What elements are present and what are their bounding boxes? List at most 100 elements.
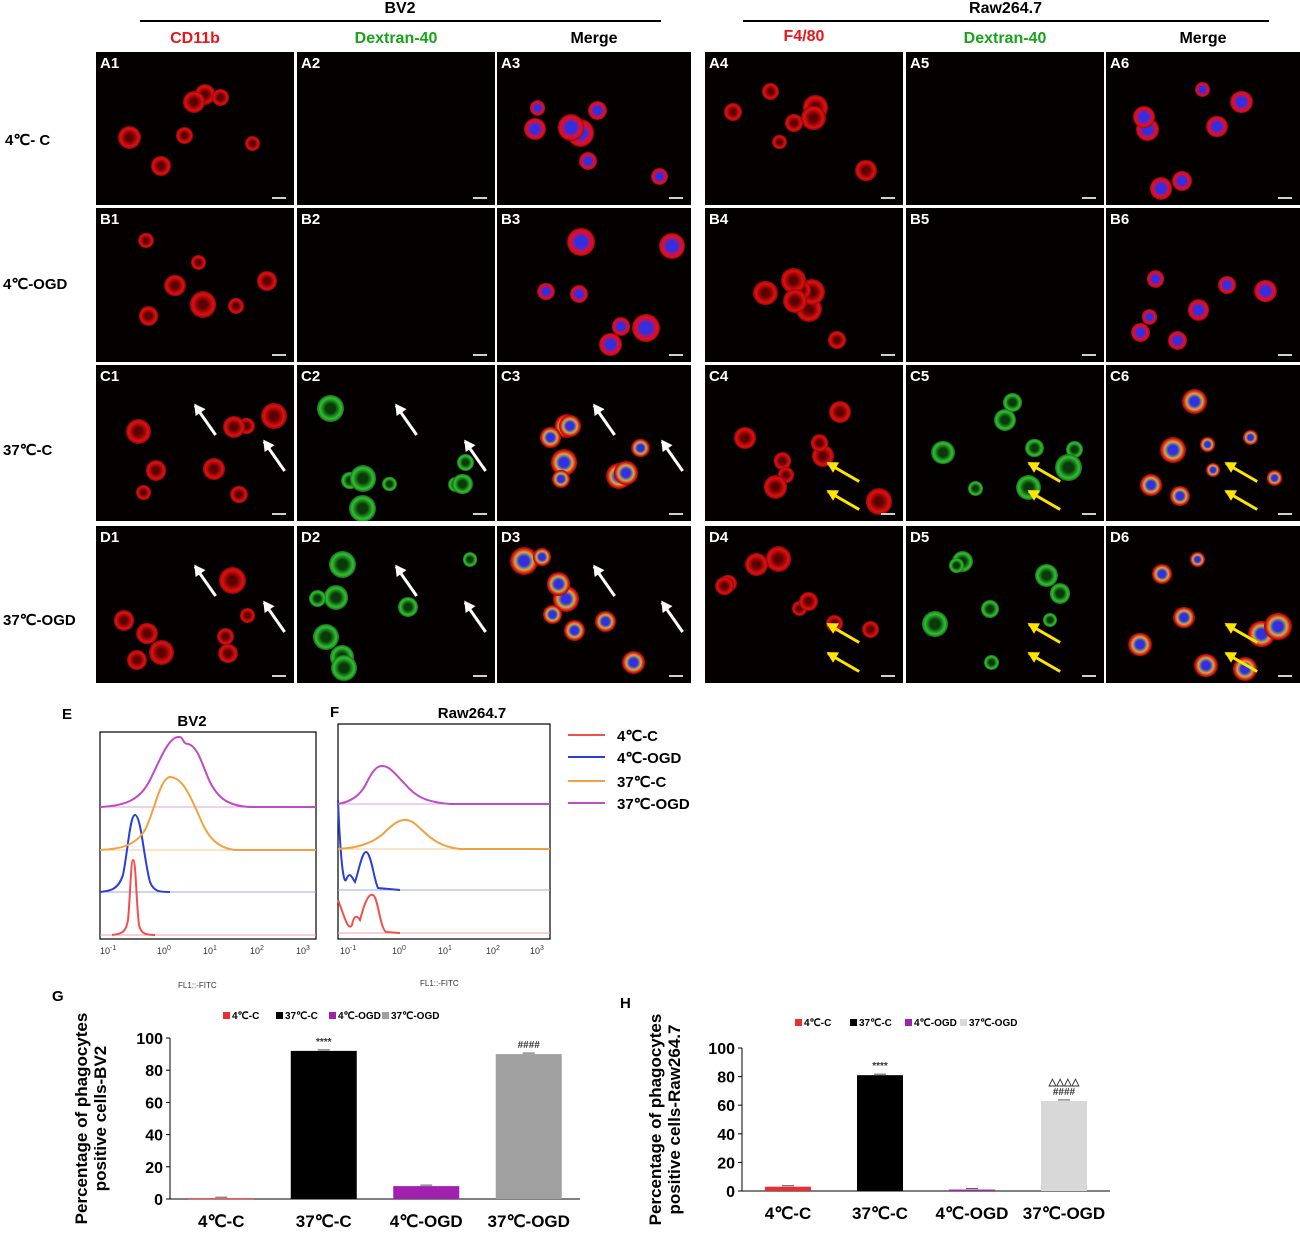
flow-f-x-ticks: 10-1 100 101 102 103 bbox=[340, 945, 544, 956]
arrow-c5-1 bbox=[1028, 489, 1061, 511]
arrow-c6-1 bbox=[1225, 489, 1259, 511]
column-header-cd11b: CD11b bbox=[170, 30, 220, 47]
cell-c5-5 bbox=[1025, 438, 1045, 458]
panel-label-c4: C4 bbox=[709, 368, 729, 385]
svg-text:103: 103 bbox=[530, 945, 544, 956]
arrow-d1-0 bbox=[193, 565, 217, 598]
cell-a6-5 bbox=[1171, 170, 1192, 191]
arrow-c6-0 bbox=[1225, 461, 1259, 483]
y-tick-label: 20 bbox=[145, 1160, 163, 1177]
bar bbox=[1041, 1100, 1087, 1191]
category-label: 37℃-OGD bbox=[488, 1212, 570, 1231]
cell-c3-4 bbox=[613, 460, 639, 486]
arrow-c4-1 bbox=[827, 489, 860, 511]
scale-bar bbox=[1278, 354, 1292, 356]
micrograph-d1: D1 bbox=[96, 526, 294, 683]
cell-d3-4 bbox=[595, 611, 617, 633]
panel-label-a5: A5 bbox=[910, 55, 930, 72]
y-tick-label: 80 bbox=[717, 1070, 735, 1087]
significance-label: **** bbox=[872, 1061, 888, 1072]
cell-c3-5 bbox=[540, 427, 561, 448]
cell-b3-0 bbox=[599, 332, 622, 356]
flow-legend-label-37c-c: 37℃-C bbox=[617, 774, 667, 791]
scale-bar bbox=[669, 354, 683, 356]
svg-text:102: 102 bbox=[250, 945, 264, 956]
raw-group-rule bbox=[743, 20, 1269, 22]
panel-letter-h: H bbox=[620, 995, 631, 1012]
panel-label-d3: D3 bbox=[501, 529, 521, 546]
cell-a1-6 bbox=[182, 91, 205, 113]
flow-legend: 4℃-C 4℃-OGD 37℃-C 37℃-OGD bbox=[568, 728, 690, 813]
arrow-c2-0 bbox=[394, 404, 418, 436]
cell-a4-0 bbox=[762, 82, 780, 100]
scale-bar bbox=[1278, 513, 1292, 515]
cell-d5-1 bbox=[921, 610, 949, 638]
scale-bar bbox=[272, 675, 286, 677]
legend-swatch bbox=[905, 1019, 912, 1026]
panel-label-d1: D1 bbox=[100, 529, 120, 546]
cell-b1-3 bbox=[138, 232, 154, 249]
cell-d6-2 bbox=[1190, 552, 1205, 568]
cell-c2-1 bbox=[457, 453, 475, 471]
y-tick-label: 60 bbox=[717, 1098, 735, 1115]
cell-a6-2 bbox=[1194, 81, 1210, 98]
column-header-merge-raw: Merge bbox=[1179, 30, 1227, 47]
panel-label-c2: C2 bbox=[301, 368, 321, 385]
panel-label-b6: B6 bbox=[1110, 211, 1130, 228]
cell-c1-3 bbox=[126, 418, 152, 445]
arrow-d5-0 bbox=[1028, 623, 1061, 645]
bar bbox=[857, 1075, 903, 1191]
micrograph-b4: B4 bbox=[705, 208, 903, 362]
cell-a6-6 bbox=[1206, 115, 1228, 138]
flow-f-curve-37c-ogd bbox=[337, 764, 550, 805]
micrograph-c4: C4 bbox=[705, 365, 903, 521]
legend-swatch bbox=[223, 1012, 230, 1019]
scale-bar bbox=[272, 197, 286, 199]
cell-d1-0 bbox=[136, 622, 158, 645]
scale-bar bbox=[881, 354, 895, 356]
scale-bar bbox=[881, 197, 895, 199]
legend-swatch bbox=[960, 1019, 967, 1026]
cell-d6-0 bbox=[1232, 657, 1257, 682]
cell-a3-4 bbox=[650, 168, 669, 186]
cell-c6-7 bbox=[1139, 474, 1162, 497]
micrograph-d4: D4 bbox=[705, 526, 903, 683]
cell-c5-7 bbox=[1055, 454, 1082, 481]
cell-a3-5 bbox=[529, 100, 546, 116]
arrow-c4-0 bbox=[827, 461, 860, 483]
flow-e-curve-37c-c bbox=[99, 775, 316, 851]
cell-d2-6 bbox=[331, 655, 357, 681]
bar-chart-g: Percentage of phagocytespositive cells-B… bbox=[72, 1011, 580, 1231]
cell-b1-6 bbox=[164, 274, 186, 296]
legend-label: 37℃-OGD bbox=[391, 1011, 439, 1022]
flow-e-curve-4c-c bbox=[111, 858, 156, 936]
y-tick-label: 100 bbox=[708, 1041, 735, 1058]
arrow-d3-0 bbox=[592, 565, 616, 598]
bv2-group-rule bbox=[140, 20, 661, 22]
cell-c6-5 bbox=[1182, 388, 1208, 414]
panel-label-c1: C1 bbox=[100, 368, 120, 385]
cell-d6-3 bbox=[1193, 653, 1218, 678]
cell-d2-3 bbox=[328, 551, 357, 579]
panel-label-a3: A3 bbox=[501, 55, 521, 72]
category-label: 37℃-C bbox=[852, 1204, 908, 1223]
scale-bar bbox=[473, 197, 487, 199]
cell-d4-4 bbox=[715, 577, 734, 596]
scale-bar bbox=[272, 354, 286, 356]
cell-b6-6 bbox=[1187, 299, 1210, 321]
cell-a4-5 bbox=[855, 159, 877, 182]
micrograph-a2: A2 bbox=[297, 52, 495, 205]
y-tick-label: 60 bbox=[145, 1095, 163, 1112]
cell-a3-2 bbox=[558, 114, 585, 141]
row-label-4c-ogd: 4℃-OGD bbox=[3, 276, 68, 293]
cell-a4-1 bbox=[785, 114, 803, 132]
scale-bar bbox=[881, 675, 895, 677]
cell-c1-5 bbox=[222, 415, 246, 439]
cell-c1-6 bbox=[145, 460, 167, 481]
cell-c3-0 bbox=[631, 438, 650, 458]
micrograph-a4: A4 bbox=[705, 52, 903, 205]
column-header-f480: F4/80 bbox=[783, 28, 825, 45]
micrograph-c3: C3 bbox=[497, 365, 691, 521]
svg-text:101: 101 bbox=[438, 945, 452, 956]
cell-d1-1 bbox=[216, 628, 234, 646]
